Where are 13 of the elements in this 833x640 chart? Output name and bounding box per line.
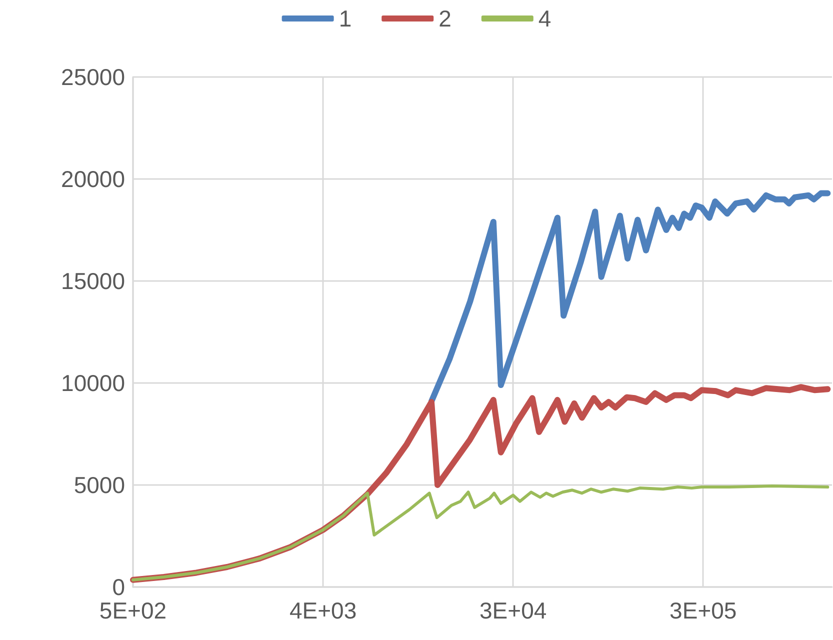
x-tick-label: 3E+05 [670, 598, 737, 624]
x-tick-label: 5E+02 [99, 598, 167, 624]
legend-label: 2 [438, 6, 452, 32]
y-tick-label: 10000 [61, 370, 125, 396]
y-tick-label: 0 [112, 574, 125, 600]
y-tick-label: 25000 [61, 64, 125, 90]
x-tick-label: 4E+03 [289, 598, 357, 624]
x-tick-label: 3E+04 [480, 598, 547, 624]
y-tick-label: 15000 [61, 268, 125, 294]
legend-label: 4 [538, 6, 552, 32]
y-tick-label: 20000 [61, 166, 125, 192]
y-tick-label: 5000 [74, 472, 125, 498]
legend-label: 1 [338, 6, 352, 32]
